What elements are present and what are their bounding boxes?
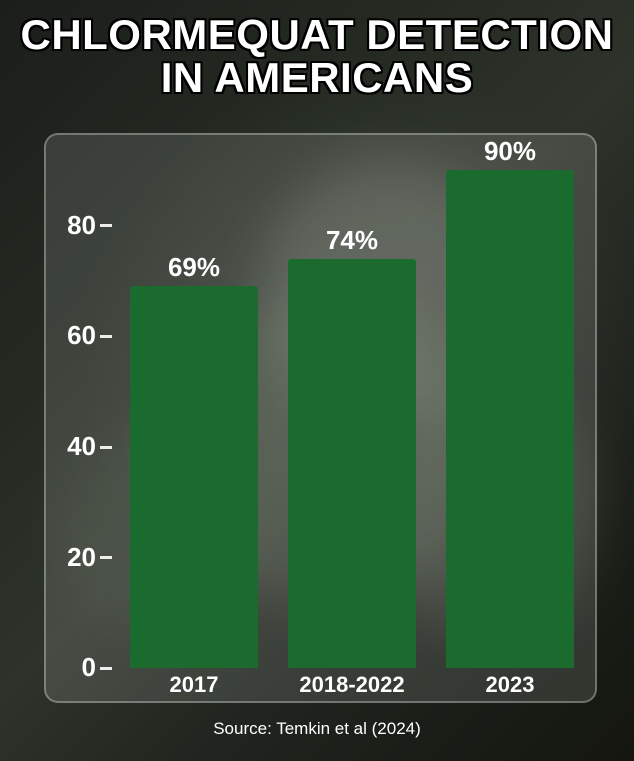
bar-value-label: 90% <box>446 136 574 167</box>
y-axis-tick-label: 60 <box>50 320 96 351</box>
bar <box>130 286 258 668</box>
y-axis-tick-mark <box>100 446 112 449</box>
figure-root: CHLORMEQUAT DETECTION IN AMERICANS 0 20 40… <box>0 0 634 761</box>
y-axis-tick-label: 0 <box>50 652 96 683</box>
y-axis-tick-label: 20 <box>50 542 96 573</box>
y-axis-tick-mark <box>100 224 112 227</box>
x-axis-category-label: 2017 <box>110 672 278 698</box>
source-citation: Source: Temkin et al (2024) <box>0 719 634 739</box>
y-axis-tick-mark <box>100 335 112 338</box>
x-axis-category-label: 2023 <box>426 672 594 698</box>
bar <box>446 170 574 668</box>
y-axis-tick-label: 80 <box>50 210 96 241</box>
bar <box>288 259 416 668</box>
y-axis-tick-mark <box>100 667 112 670</box>
bar-value-label: 74% <box>288 225 416 256</box>
bar-value-label: 69% <box>130 252 258 283</box>
y-axis-tick-mark <box>100 556 112 559</box>
y-axis-tick-label: 40 <box>50 431 96 462</box>
chart-title: CHLORMEQUAT DETECTION IN AMERICANS <box>0 14 634 100</box>
x-axis-category-label: 2018-2022 <box>268 672 436 698</box>
